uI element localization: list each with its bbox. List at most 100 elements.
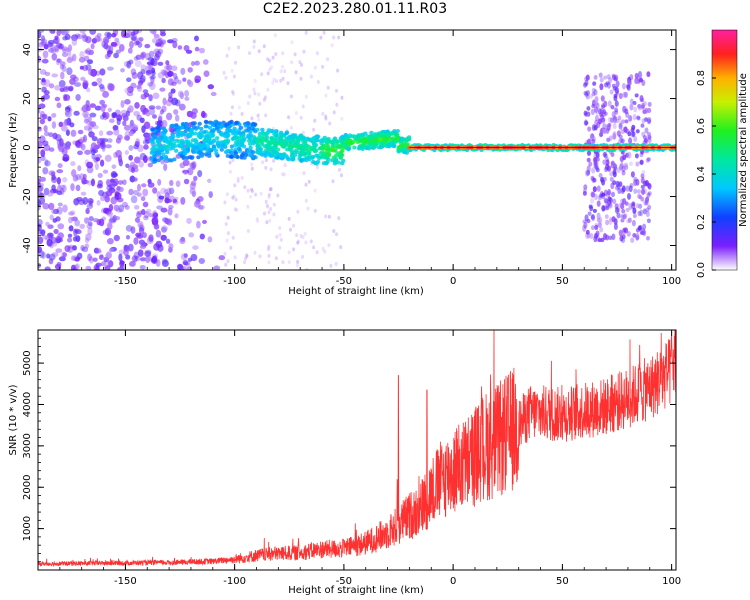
spectrogram-cell bbox=[150, 127, 156, 132]
spectrogram-cell bbox=[144, 255, 151, 264]
spectrogram-cell bbox=[107, 107, 112, 112]
spectrogram-cell bbox=[66, 237, 73, 243]
x-tick-label: 100 bbox=[662, 276, 681, 287]
spectrogram-cell bbox=[316, 134, 321, 139]
spectrogram-cell bbox=[627, 192, 631, 200]
spectrogram-cell bbox=[240, 112, 244, 116]
spectrogram-cell bbox=[595, 109, 600, 116]
spectrogram-cell bbox=[312, 245, 316, 250]
spectrogram-cell bbox=[70, 255, 76, 261]
spectrogram-cell bbox=[304, 240, 308, 245]
spectrogram-cell bbox=[268, 218, 272, 223]
spectrogram-cell bbox=[639, 95, 644, 102]
spectrogram-cell bbox=[177, 90, 184, 98]
spectrogram-cell bbox=[287, 250, 291, 255]
spectrogram-cell bbox=[197, 205, 204, 210]
spectrogram-cell bbox=[51, 176, 58, 184]
spectrogram-cell bbox=[638, 224, 643, 232]
spectrogram-cell bbox=[136, 183, 142, 192]
spectrogram-cell bbox=[298, 133, 304, 138]
colorbar-gradient bbox=[711, 29, 738, 271]
spectrogram-cell bbox=[64, 109, 70, 116]
spectrogram-cell bbox=[271, 55, 275, 60]
spectrogram-cell bbox=[113, 52, 119, 59]
spectrogram-cell bbox=[622, 154, 627, 161]
spectrogram-cell bbox=[629, 161, 633, 167]
spectrogram-cell bbox=[233, 255, 237, 260]
spectrogram-cell bbox=[593, 157, 597, 163]
spectrogram-cell bbox=[125, 30, 132, 39]
spectrogram-cell bbox=[597, 108, 602, 115]
colorbar: 0.0 0.2 0.4 0.6 0.8 Normalized spectral ampl… bbox=[696, 29, 749, 278]
spectrogram-cell bbox=[321, 64, 325, 69]
spectrogram-cell bbox=[90, 142, 97, 150]
spectrogram-cell bbox=[587, 211, 592, 216]
spectrogram-cell bbox=[605, 205, 610, 211]
spectrogram-cell bbox=[136, 192, 142, 197]
spectrogram-cell bbox=[160, 159, 165, 165]
spectrogram-cell bbox=[207, 84, 215, 90]
spectrogram-cell bbox=[142, 188, 149, 197]
spectrogram-cell bbox=[235, 208, 239, 212]
spectrogram-cell bbox=[337, 216, 341, 221]
spectrogram-cell bbox=[130, 226, 136, 234]
spectrogram-cell bbox=[267, 260, 271, 265]
spectrogram-cell bbox=[368, 134, 374, 138]
spectrogram-cell bbox=[259, 140, 264, 145]
spectrogram-cell bbox=[220, 144, 225, 149]
spectrogram-cell bbox=[326, 85, 330, 90]
spectrogram-cell bbox=[56, 58, 62, 63]
spectrogram-cell bbox=[54, 36, 60, 45]
spectrogram-cell bbox=[190, 253, 198, 262]
spectrogram-cell bbox=[229, 144, 235, 149]
spectrogram-cell bbox=[57, 184, 62, 193]
spectrogram-cell bbox=[38, 178, 41, 185]
spectrogram-cell bbox=[397, 145, 402, 150]
spectrogram-cell bbox=[614, 74, 619, 81]
spectrogram-cell bbox=[249, 194, 252, 199]
spectrogram-cell bbox=[379, 132, 384, 137]
spectrogram-cell bbox=[191, 161, 197, 169]
spectrogram-cell bbox=[303, 231, 307, 236]
spectrogram-cell bbox=[240, 141, 245, 146]
spectrogram-cell bbox=[593, 75, 598, 80]
spectrogram-cell bbox=[626, 218, 631, 224]
spectrogram-cell bbox=[646, 236, 650, 241]
spectrogram-cell bbox=[631, 124, 636, 130]
spectrogram-cell bbox=[598, 173, 603, 178]
spectrogram-cell bbox=[62, 204, 68, 213]
spectrogram-cell bbox=[633, 188, 638, 194]
spectrogram-cell bbox=[603, 197, 608, 204]
spectrogram-cell bbox=[632, 100, 637, 106]
spectrogram-cell bbox=[625, 185, 630, 192]
spectrogram-cell bbox=[237, 147, 242, 152]
spectrogram-cell bbox=[89, 121, 97, 128]
spectrogram-cell bbox=[299, 146, 304, 151]
spectrogram-cell bbox=[171, 65, 178, 72]
spectrogram-cell bbox=[122, 201, 128, 208]
spectrogram-cell bbox=[44, 160, 51, 167]
spectrogram-cell bbox=[336, 151, 341, 156]
spectrogram-cell bbox=[171, 81, 177, 86]
spectrogram-cell bbox=[605, 219, 610, 226]
spectrogram-marks bbox=[38, 30, 676, 270]
spectrogram-frame bbox=[37, 29, 677, 271]
spectrogram-cell bbox=[310, 137, 315, 142]
spectrogram-cell bbox=[174, 148, 179, 153]
snr-panel: -150 -100 -50 0 50 100 1000 2000 3000 4000 5000 H… bbox=[8, 329, 681, 596]
spectrogram-cell bbox=[175, 132, 180, 137]
spectrogram-cell bbox=[642, 208, 647, 215]
spectrogram-cell bbox=[173, 72, 178, 80]
spectrogram-cell bbox=[70, 129, 77, 137]
spectrogram-cell bbox=[163, 71, 168, 76]
spectrogram-cell bbox=[309, 74, 313, 79]
spectrogram-cell bbox=[227, 46, 231, 51]
spectrogram-cell bbox=[194, 139, 199, 144]
spectrogram-cell bbox=[58, 79, 66, 88]
spectrogram-cell bbox=[172, 40, 178, 49]
spectrogram-cell bbox=[198, 130, 203, 135]
spectrogram-cell bbox=[638, 203, 643, 209]
spectrogram-cell bbox=[175, 129, 181, 133]
spectrogram-cell bbox=[61, 142, 67, 149]
spectrogram-cell bbox=[103, 36, 110, 44]
